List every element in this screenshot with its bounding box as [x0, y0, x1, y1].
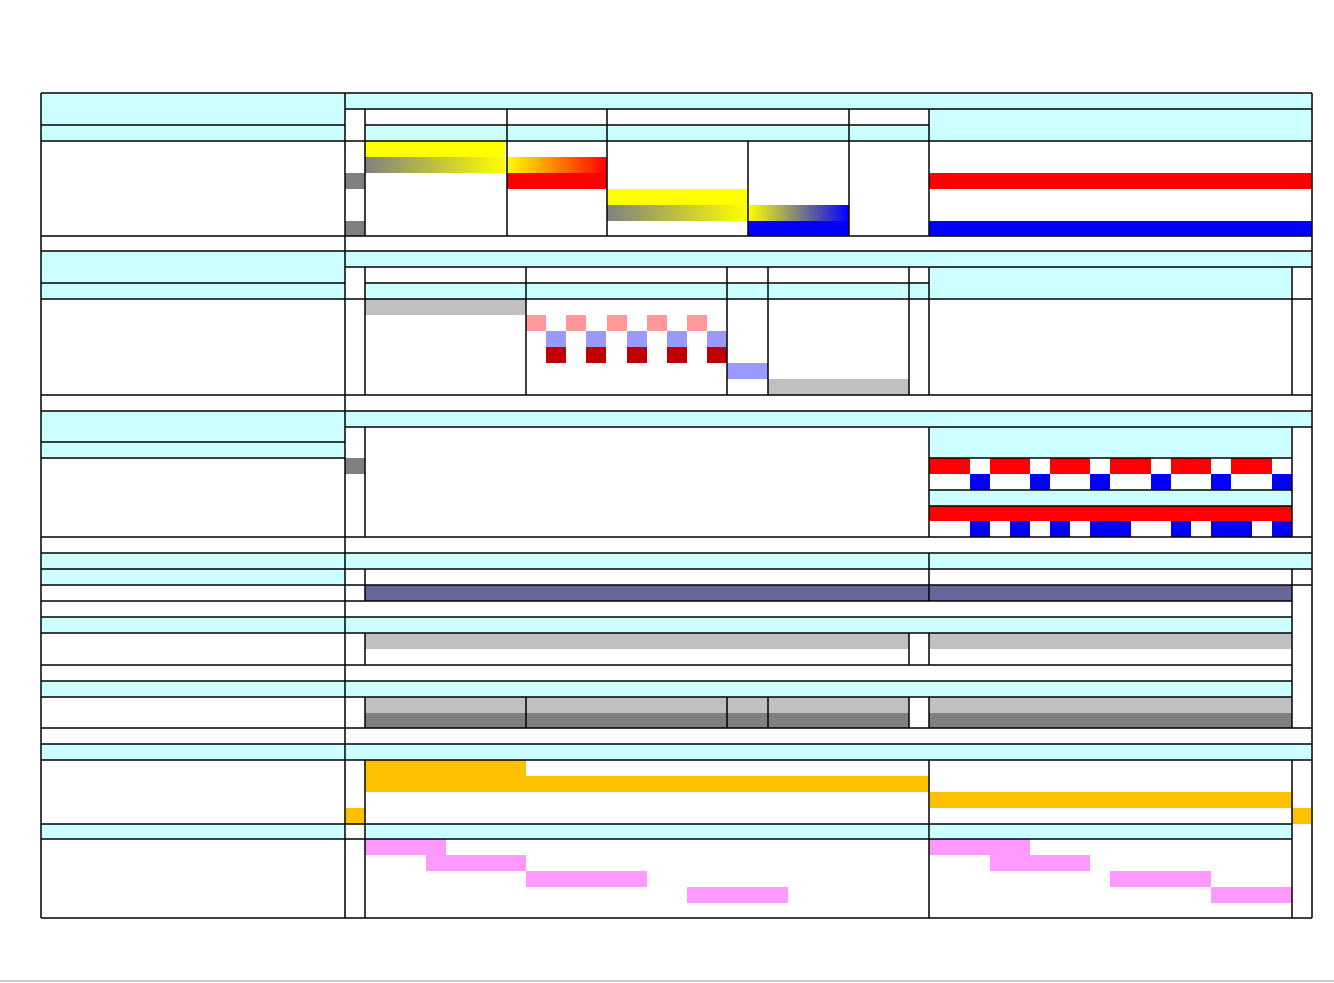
- cell: [41, 442, 345, 458]
- cell: [929, 427, 1292, 458]
- cell: [345, 93, 1312, 109]
- cell: [345, 221, 365, 236]
- cell: [586, 347, 606, 363]
- cell: [365, 299, 526, 315]
- cell: [748, 221, 849, 236]
- cell: [707, 331, 727, 347]
- cell: [929, 109, 1312, 141]
- cell: [667, 331, 687, 347]
- cell: [546, 347, 566, 363]
- cell: [345, 458, 365, 474]
- cell: [566, 315, 586, 331]
- cell: [929, 839, 1030, 855]
- cell: [586, 331, 606, 347]
- cell: [345, 411, 1312, 427]
- cell: [1110, 871, 1211, 887]
- cell: [507, 157, 607, 173]
- cell: [41, 251, 345, 283]
- cell: [365, 633, 909, 649]
- cell: [607, 189, 748, 205]
- cell: [526, 871, 647, 887]
- cell: [41, 553, 1312, 569]
- cell: [929, 173, 1312, 189]
- cell: [1211, 474, 1231, 490]
- cell: [990, 458, 1030, 474]
- cell: [929, 697, 1292, 713]
- cell: [365, 776, 929, 792]
- cell: [41, 125, 345, 141]
- cell: [607, 205, 748, 221]
- cell: [1050, 521, 1070, 537]
- cell: [929, 792, 1292, 808]
- cell: [1050, 458, 1090, 474]
- cell: [1171, 521, 1191, 537]
- cell: [546, 331, 566, 347]
- cell: [365, 141, 505, 157]
- cell: [1171, 458, 1211, 474]
- cell: [41, 824, 345, 839]
- cell: [1211, 521, 1252, 537]
- cell: [41, 744, 1312, 760]
- cell: [41, 411, 345, 442]
- cell: [1292, 808, 1312, 824]
- cell: [365, 760, 526, 776]
- cell: [1110, 458, 1151, 474]
- cell: [1090, 474, 1110, 490]
- cell: [929, 490, 1292, 506]
- cell: [1211, 887, 1292, 903]
- cell: [687, 315, 707, 331]
- cell: [1030, 474, 1050, 490]
- cell: [929, 221, 1312, 236]
- cell: [970, 474, 990, 490]
- cell: [507, 173, 607, 189]
- cell: [607, 315, 627, 331]
- cell: [1231, 458, 1272, 474]
- cell: [1090, 521, 1131, 537]
- cell: [41, 569, 345, 585]
- cell: [687, 887, 788, 903]
- cell: [748, 205, 849, 221]
- cell: [667, 347, 687, 363]
- cell: [929, 458, 970, 474]
- cell: [990, 855, 1090, 871]
- cell: [929, 267, 1292, 299]
- cell: [970, 521, 990, 537]
- cell: [526, 315, 546, 331]
- cell: [365, 697, 909, 713]
- cell: [426, 855, 526, 871]
- cell: [41, 93, 345, 125]
- cell: [365, 713, 909, 728]
- cell: [41, 617, 1292, 633]
- cell: [1272, 474, 1292, 490]
- cell: [1272, 521, 1292, 537]
- cell: [1010, 521, 1030, 537]
- cell: [365, 283, 929, 299]
- cell: [365, 585, 1292, 601]
- cell: [41, 283, 345, 299]
- cell: [707, 347, 727, 363]
- cell: [627, 331, 647, 347]
- cell: [345, 173, 365, 189]
- cell: [365, 824, 1292, 839]
- cell: [345, 808, 365, 824]
- cell: [929, 506, 1292, 521]
- cell: [41, 681, 1292, 697]
- cell: [365, 157, 505, 173]
- cell: [727, 363, 768, 379]
- cell: [929, 713, 1292, 728]
- cell: [627, 347, 647, 363]
- cell: [1151, 474, 1171, 490]
- cell: [365, 839, 446, 855]
- cell: [647, 315, 667, 331]
- cell: [929, 633, 1292, 649]
- cell: [345, 251, 1312, 267]
- cell: [365, 125, 929, 141]
- cell: [768, 379, 909, 395]
